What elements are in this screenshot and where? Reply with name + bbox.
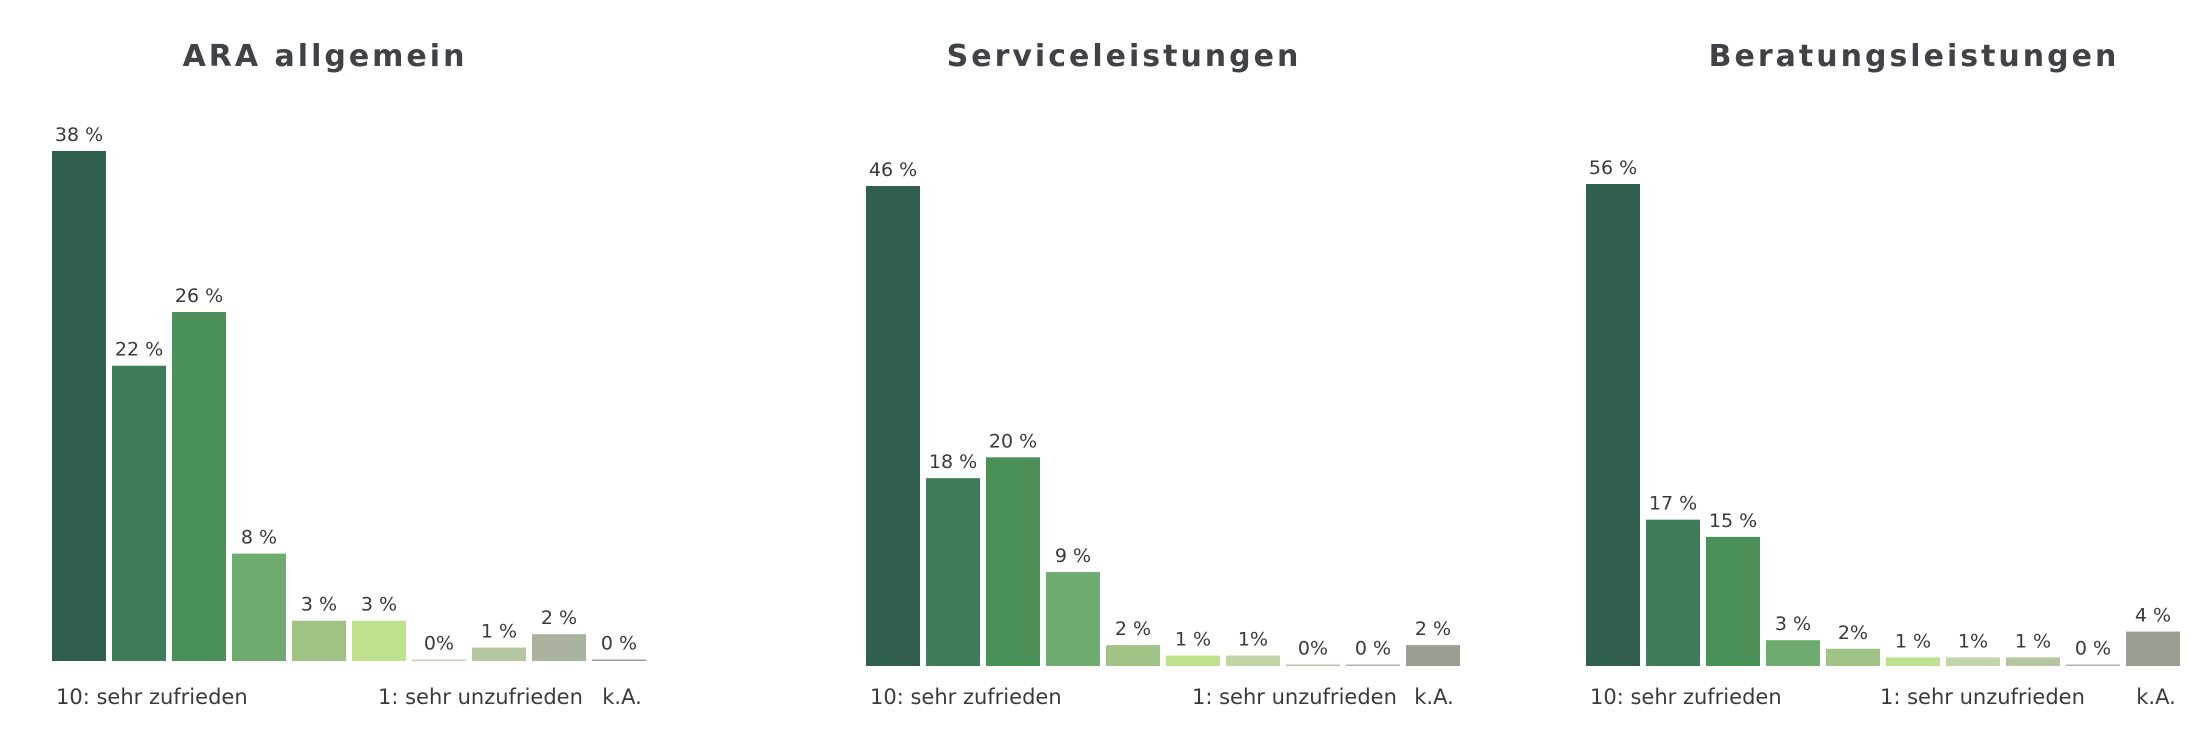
bar-7 [412, 659, 466, 661]
bar-5 [292, 620, 346, 661]
bar-1 [1586, 184, 1640, 666]
axis-label-na: k.A. [1414, 685, 1454, 709]
axis-label-right: 1: sehr unzufrieden [378, 685, 583, 709]
axis-label-na: k.A. [2136, 685, 2176, 709]
bar-8 [1286, 664, 1340, 666]
bar-8 [472, 647, 526, 661]
bar-value-label: 8 % [241, 527, 277, 549]
chart-title: Serviceleistungen [947, 39, 1302, 74]
bar-value-label: 15 % [1709, 510, 1757, 532]
bar-value-label: 0% [424, 633, 454, 655]
bars: 38 % 22 % 26 % 8 % 3 % 3 % 0% 1 % 2 % 0 % [52, 124, 646, 661]
bar-2 [112, 365, 166, 661]
bar-10 [1406, 645, 1460, 666]
bar-value-label: 3 % [301, 594, 337, 616]
bar-6 [1166, 655, 1220, 666]
bar-4 [1766, 640, 1820, 666]
bar-6 [352, 620, 406, 661]
axis-label-right: 1: sehr unzufrieden [1880, 685, 2085, 709]
bar-value-label: 9 % [1055, 545, 1091, 567]
bar-value-label: 1% [1958, 630, 1988, 652]
bar-value-label: 2% [1838, 622, 1868, 644]
bar-value-label: 46 % [869, 159, 917, 181]
bar-3 [172, 312, 226, 661]
bar-value-label: 0% [1298, 638, 1328, 660]
bar-5 [1826, 648, 1880, 666]
bar-value-label: 3 % [361, 594, 397, 616]
bar-5 [1106, 645, 1160, 666]
bar-value-label: 22 % [115, 339, 163, 361]
axis-label-left: 10: sehr zufrieden [56, 685, 248, 709]
bar-value-label: 2 % [1415, 618, 1451, 640]
axis-label-left: 10: sehr zufrieden [1590, 685, 1782, 709]
chart-ara-allgemein: ARA allgemein 38 % 22 % 26 % 8 % 3 % 3 % 0% 1 %… [52, 39, 646, 709]
bar-4 [232, 553, 286, 661]
bars: 46 % 18 % 20 % 9 % 2 % 1 % 1% 0% 0 % 2 % [866, 159, 1460, 666]
bar-value-label: 38 % [55, 124, 103, 146]
bars: 56 % 17 % 15 % 3 % 2% 1 % 1% 1 % 0 % 4 % [1586, 157, 2180, 666]
axis-label-na: k.A. [602, 685, 642, 709]
bar-value-label: 1 % [1895, 630, 1931, 652]
bar-10 [2126, 631, 2180, 666]
bar-1 [866, 186, 920, 666]
bar-value-label: 2 % [1115, 618, 1151, 640]
chart-beratungsleistungen: Beratungsleistungen 56 % 17 % 15 % 3 % 2% 1 %… [1586, 39, 2180, 709]
bar-value-label: 26 % [175, 285, 223, 307]
bar-6 [1886, 657, 1940, 666]
bar-9 [1346, 664, 1400, 666]
bar-value-label: 1 % [1175, 629, 1211, 651]
bar-value-label: 17 % [1649, 493, 1697, 515]
bar-3 [1706, 536, 1760, 666]
bar-7 [1946, 657, 2000, 666]
bar-value-label: 4 % [2135, 605, 2171, 627]
bar-value-label: 1% [1238, 629, 1268, 651]
axis-label-left: 10: sehr zufrieden [870, 685, 1062, 709]
chart-title: ARA allgemein [183, 39, 468, 74]
chart-serviceleistungen: Serviceleistungen 46 % 18 % 20 % 9 % 2 % 1 % 1… [866, 39, 1460, 709]
bar-9 [2066, 664, 2120, 666]
bar-value-label: 2 % [541, 607, 577, 629]
bar-value-label: 0 % [601, 633, 637, 655]
bar-value-label: 20 % [989, 430, 1037, 452]
bar-4 [1046, 572, 1100, 666]
bar-9 [532, 634, 586, 661]
bar-value-label: 1 % [2015, 630, 2051, 652]
bar-value-label: 56 % [1589, 157, 1637, 179]
bar-2 [1646, 519, 1700, 666]
chart-title: Beratungsleistungen [1709, 39, 2120, 74]
axis-label-right: 1: sehr unzufrieden [1192, 685, 1397, 709]
bar-value-label: 3 % [1775, 613, 1811, 635]
bar-value-label: 0 % [1355, 638, 1391, 660]
bar-8 [2006, 657, 2060, 666]
bar-7 [1226, 655, 1280, 666]
bar-value-label: 18 % [929, 451, 977, 473]
bar-1 [52, 151, 106, 661]
bar-2 [926, 478, 980, 666]
bar-3 [986, 457, 1040, 666]
bar-value-label: 0 % [2075, 638, 2111, 660]
bar-value-label: 1 % [481, 621, 517, 643]
bar-10 [592, 659, 646, 661]
